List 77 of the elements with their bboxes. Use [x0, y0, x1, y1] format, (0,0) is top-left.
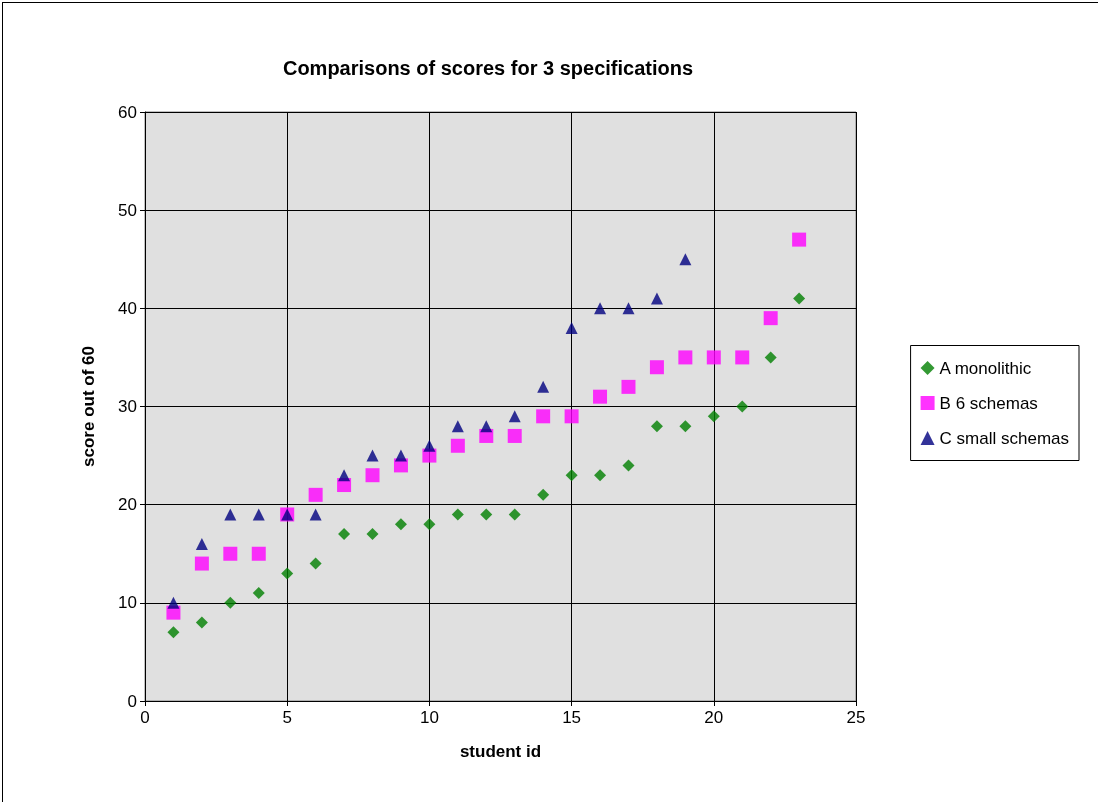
- point: [707, 410, 720, 423]
- x-tick-label: 5: [282, 708, 292, 727]
- point: [763, 311, 778, 326]
- point: [451, 508, 464, 521]
- point: [565, 321, 578, 334]
- point: [394, 449, 407, 462]
- point: [450, 438, 465, 453]
- x-axis-title: student id: [459, 742, 542, 761]
- point: [224, 596, 237, 609]
- point: [252, 508, 265, 521]
- point: [167, 596, 180, 609]
- y-tick-label: 0: [127, 691, 137, 711]
- x-tick-label: 15: [562, 708, 582, 727]
- point: [309, 557, 322, 570]
- point: [194, 556, 209, 571]
- point: [594, 469, 607, 482]
- legend-label: B 6 schemas: [939, 393, 1038, 413]
- point: [167, 626, 180, 639]
- point: [537, 380, 550, 393]
- point: [735, 350, 750, 365]
- point: [480, 508, 493, 521]
- point: [537, 488, 550, 501]
- y-tick-label: 10: [118, 593, 137, 613]
- point: [736, 400, 749, 413]
- y-axis-title: score out of 60: [79, 346, 98, 467]
- point: [480, 420, 493, 433]
- point: [594, 302, 607, 315]
- point: [251, 546, 266, 561]
- point: [451, 420, 464, 433]
- point: [365, 468, 380, 483]
- chart-title: Comparisons of scores for 3 specifications: [282, 57, 694, 79]
- point: [622, 302, 635, 315]
- x-tick-label: 0: [140, 708, 150, 727]
- point: [536, 409, 551, 424]
- point: [366, 528, 379, 541]
- point: [679, 420, 692, 433]
- point: [366, 449, 379, 462]
- x-tick-label: 10: [419, 708, 439, 727]
- point: [564, 409, 579, 424]
- point: [678, 350, 693, 365]
- point: [507, 428, 522, 443]
- y-tick-label: 50: [118, 200, 137, 220]
- point: [423, 518, 436, 531]
- point: [621, 379, 636, 394]
- y-tick-label: 60: [118, 102, 137, 122]
- point: [650, 292, 663, 305]
- point: [195, 537, 208, 550]
- point: [195, 616, 208, 629]
- legend-label: C small schemas: [939, 428, 1069, 448]
- point: [338, 528, 351, 541]
- point: [793, 292, 806, 305]
- point: [764, 351, 777, 364]
- point: [792, 232, 807, 247]
- point: [622, 459, 635, 472]
- point: [423, 439, 436, 452]
- point: [508, 508, 521, 521]
- point: [309, 508, 322, 521]
- y-tick-label: 20: [118, 495, 137, 515]
- point: [252, 587, 265, 600]
- point: [223, 546, 238, 561]
- y-tick-label: 40: [118, 298, 137, 318]
- point: [281, 567, 294, 580]
- point: [650, 420, 663, 433]
- point: [224, 508, 237, 521]
- point: [593, 389, 608, 404]
- point: [679, 253, 692, 266]
- legend-label: A monolithic: [939, 358, 1032, 378]
- x-tick-label: 20: [704, 708, 724, 727]
- point: [308, 487, 323, 502]
- y-tick-label: 30: [118, 397, 137, 416]
- point: [649, 360, 664, 375]
- point: [706, 350, 721, 365]
- point: [565, 469, 578, 482]
- point: [338, 469, 351, 482]
- x-tick-label: 25: [846, 708, 866, 727]
- point: [394, 518, 407, 531]
- point: [508, 410, 521, 423]
